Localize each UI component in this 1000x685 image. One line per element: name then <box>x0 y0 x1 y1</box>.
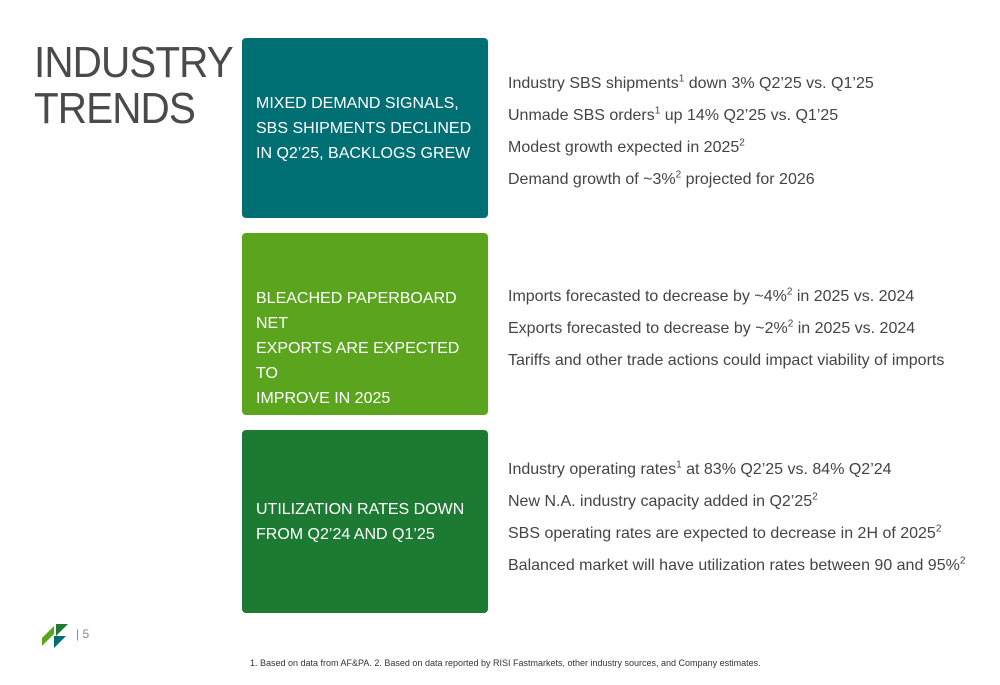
page-title-line-2: TRENDS <box>34 84 196 133</box>
box-line: BLEACHED PAPERBOARD NET <box>256 290 457 332</box>
bullet-item: Modest growth expected in 20252 <box>508 137 745 156</box>
section-box-utilization: UTILIZATION RATES DOWN FROM Q2’24 AND Q1… <box>242 430 488 613</box>
page-title-line-1: INDUSTRY <box>34 38 234 87</box>
bullet-item: Industry operating rates1 at 83% Q2’25 v… <box>508 459 892 478</box>
bullet-item: Exports forecasted to decrease by ~2%2 i… <box>508 318 916 337</box>
section-box-demand: MIXED DEMAND SIGNALS, SBS SHIPMENTS DECL… <box>242 38 488 218</box>
footnote: 1. Based on data from AF&PA. 2. Based on… <box>250 658 761 668</box>
box-line: IMPROVE IN 2025 <box>256 390 391 407</box>
box-line: IN Q2’25, BACKLOGS GREW <box>256 144 471 162</box>
box-line: UTILIZATION RATES DOWN <box>256 500 465 518</box>
section-exports: BLEACHED PAPERBOARD NET EXPORTS ARE EXPE… <box>242 233 1000 415</box>
bullet-item: Unmade SBS orders1 up 14% Q2’25 vs. Q1’2… <box>508 105 839 124</box>
box-line: EXPORTS ARE EXPECTED TO <box>256 340 460 382</box>
box-line: FROM Q2’24 AND Q1’25 <box>256 525 435 543</box>
section-utilization: UTILIZATION RATES DOWN FROM Q2’24 AND Q1… <box>242 430 1000 613</box>
page-number: | 5 <box>76 627 90 641</box>
bullet-item: SBS operating rates are expected to decr… <box>508 523 942 542</box>
section-demand: MIXED DEMAND SIGNALS, SBS SHIPMENTS DECL… <box>242 38 1000 218</box>
bullet-item: Tariffs and other trade actions could im… <box>508 352 945 369</box>
section-box-exports: BLEACHED PAPERBOARD NET EXPORTS ARE EXPE… <box>242 233 488 415</box>
page-title: INDUSTRY TRENDS <box>34 38 234 133</box>
company-logo-icon <box>42 624 68 648</box>
box-line: SBS SHIPMENTS DECLINED <box>256 119 472 137</box>
bullet-item: Imports forecasted to decrease by ~4%2 i… <box>508 286 915 305</box>
box-line: MIXED DEMAND SIGNALS, <box>256 94 459 112</box>
bullet-item: Balanced market will have utilization ra… <box>508 555 966 574</box>
bullet-item: Industry SBS shipments1 down 3% Q2’25 vs… <box>508 73 874 92</box>
bullet-item: New N.A. industry capacity added in Q2’2… <box>508 491 818 510</box>
bullet-item: Demand growth of ~3%2 projected for 2026 <box>508 169 815 188</box>
